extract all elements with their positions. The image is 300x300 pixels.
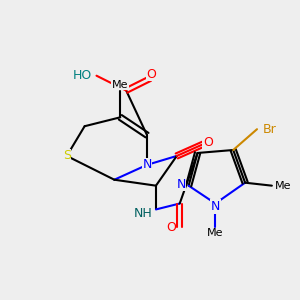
Text: Br: Br (263, 123, 277, 136)
Text: O: O (146, 68, 156, 81)
Text: O: O (203, 136, 213, 149)
Text: S: S (63, 149, 71, 162)
Text: Me: Me (207, 228, 224, 238)
Text: N: N (211, 200, 220, 213)
Text: Me: Me (275, 181, 291, 191)
Text: Me: Me (112, 80, 128, 90)
Text: N: N (176, 178, 186, 191)
Text: N: N (142, 158, 152, 171)
Text: HO: HO (73, 69, 92, 82)
Text: NH: NH (134, 207, 153, 220)
Text: O: O (166, 221, 176, 234)
